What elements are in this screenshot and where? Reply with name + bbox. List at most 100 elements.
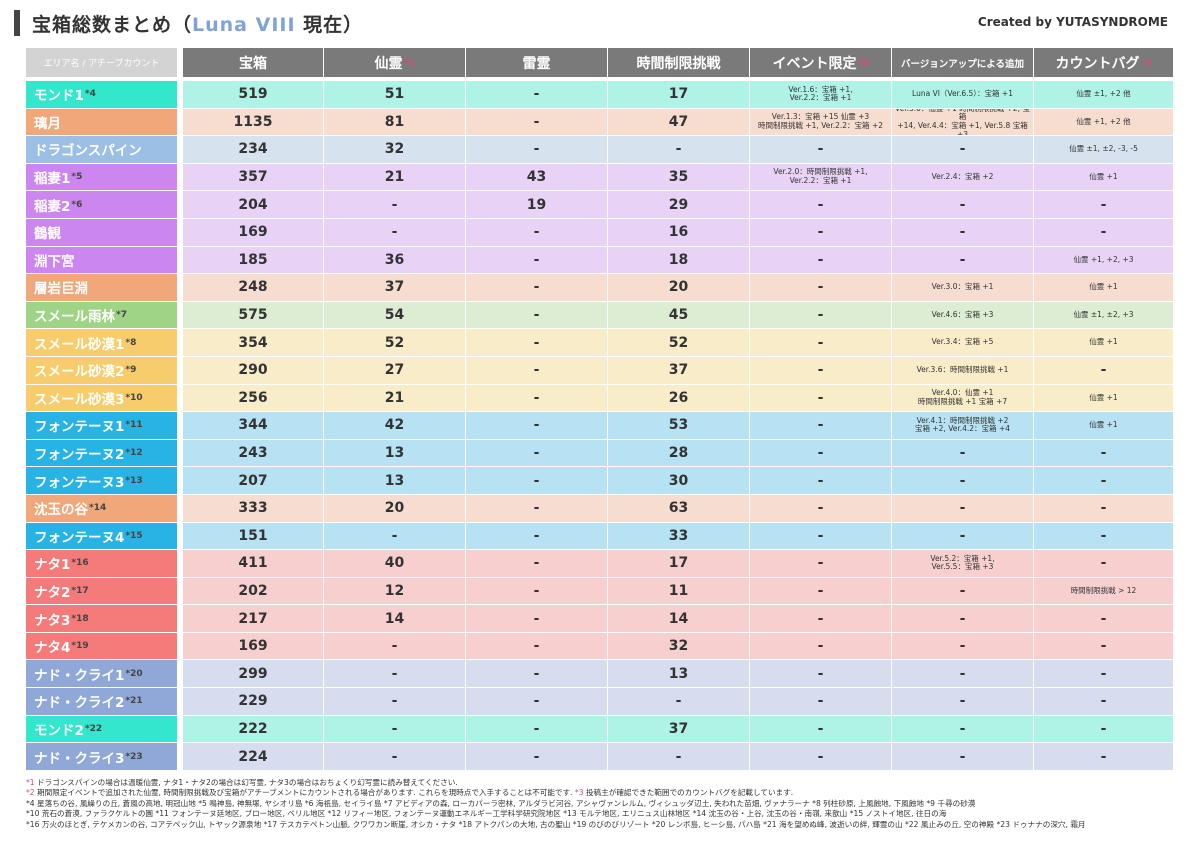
- cell-sen: -: [324, 715, 466, 744]
- area-name-cell: フォンテーヌ4 *15: [26, 522, 178, 551]
- cell-time: -: [608, 743, 750, 771]
- cell-rai: -: [466, 715, 608, 744]
- cell-value: -: [391, 196, 398, 213]
- cell-bug: 仙霊 +1, +2, +3: [1034, 246, 1174, 275]
- column-gap: [178, 715, 183, 744]
- cell-value: -: [533, 582, 540, 599]
- cell-value: Ver.4.6：宝箱 +3: [931, 309, 994, 319]
- cell-value: 63: [668, 500, 689, 517]
- cell-time: 13: [608, 660, 750, 689]
- cell-value: 344: [238, 417, 268, 434]
- cell-value: -: [533, 555, 540, 572]
- area-name-cell: スメール雨林 *7: [26, 301, 178, 330]
- cell-bug: -: [1034, 356, 1174, 385]
- header-footnote-mark: *3: [1140, 57, 1152, 68]
- area-name: ナタ1: [34, 557, 71, 574]
- cell-value: 仙霊 ±1, ±2, +3: [1073, 309, 1134, 319]
- cell-value: 18: [668, 251, 689, 268]
- cell-value: -: [391, 720, 398, 737]
- cell-bug: 仙霊 ±1, ±2, +3: [1034, 301, 1174, 330]
- title-bar: 宝箱総数まとめ（Luna VIII 現在）: [14, 10, 363, 36]
- cell-value: -: [1100, 196, 1107, 213]
- header-ver: バージョンアップによる追加: [892, 48, 1034, 78]
- cell-time: 32: [608, 632, 750, 661]
- table-header-row: エリア名 / アチーブカウント 宝箱 仙霊 *1 雷霊 時間制限挑戦 イベント限定 *2 バージ…: [26, 48, 1174, 78]
- page-title: 宝箱総数まとめ（Luna VIII 現在）: [32, 13, 364, 36]
- cell-value: -: [1100, 527, 1107, 544]
- cell-chest: 299: [183, 660, 324, 689]
- cell-rai: -: [466, 136, 608, 164]
- area-name-cell: 層岩巨淵: [26, 274, 178, 302]
- column-gap: [178, 246, 183, 275]
- cell-ev: -: [750, 301, 892, 330]
- header-label: 時間制限挑戦: [636, 55, 721, 72]
- cell-value: -: [391, 527, 398, 544]
- cell-value: 時間制限挑戦 > 12: [1070, 585, 1137, 595]
- cell-value: -: [533, 638, 540, 655]
- cell-sen: 13: [324, 439, 466, 468]
- area-name: モンド2: [34, 722, 84, 739]
- cell-value: 14: [384, 610, 405, 627]
- header-area: エリア名 / アチーブカウント: [26, 48, 178, 78]
- footnote-line: *2 期間限定イベントで追加された仙霊, 時間制限挑戦及び宝箱がアチーブメントに…: [26, 788, 1186, 798]
- cell-bug: 時間制限挑戦 > 12: [1034, 577, 1174, 606]
- cell-value: -: [817, 665, 824, 682]
- cell-value: Ver.2.0：時間制限挑戦 +1, Ver.2.2：宝箱 +1: [773, 167, 868, 186]
- cell-value: -: [959, 748, 966, 765]
- cell-rai: -: [466, 439, 608, 468]
- area-name: ナド・クライ1: [34, 667, 125, 684]
- cell-value: -: [391, 638, 398, 655]
- cell-value: 185: [238, 251, 268, 268]
- column-gap: [178, 522, 183, 551]
- cell-time: 63: [608, 494, 750, 523]
- cell-time: 30: [608, 467, 750, 495]
- header-footnote-mark: *1: [403, 57, 415, 68]
- cell-value: Ver.1.3：宝箱 +15 仙霊 +3 時間制限挑戦 +1, Ver.2.2：宝…: [757, 112, 884, 130]
- cell-ver: -: [892, 136, 1034, 164]
- cell-ver: Ver.4.6：宝箱 +3: [892, 301, 1034, 330]
- column-gap: [178, 191, 183, 219]
- title-accent-bar: [14, 10, 20, 36]
- cell-value: Ver.4.0：仙霊 +1 時間制限挑戦 +1 宝箱 +7: [917, 388, 1008, 406]
- area-name: 沈玉の谷: [34, 502, 88, 519]
- cell-bug: -: [1034, 439, 1174, 468]
- cell-value: -: [1100, 555, 1107, 572]
- cell-value: Ver.3.0：仙霊 +1 時間制限挑戦 +2, 宝箱+14, Ver.4.4：…: [895, 109, 1030, 137]
- cell-ev: -: [750, 688, 892, 716]
- cell-chest: 333: [183, 494, 324, 523]
- cell-ev: -: [750, 356, 892, 385]
- cell-value: 20: [384, 500, 405, 517]
- cell-chest: 575: [183, 301, 324, 330]
- cell-time: 29: [608, 191, 750, 219]
- cell-value: -: [1100, 665, 1107, 682]
- cell-bug: -: [1034, 550, 1174, 578]
- cell-chest: 185: [183, 246, 324, 275]
- cell-value: 169: [238, 638, 268, 655]
- cell-value: 21: [384, 169, 405, 186]
- area-footnote-mark: *7: [116, 310, 127, 321]
- cell-value: -: [817, 307, 824, 324]
- header-chest: 宝箱: [183, 48, 324, 78]
- cell-value: -: [533, 445, 540, 462]
- area-name: 淵下宮: [34, 253, 75, 270]
- area-name: 鶴観: [34, 226, 61, 243]
- cell-ver: -: [892, 494, 1034, 523]
- cell-value: 13: [384, 472, 405, 489]
- cell-sen: 51: [324, 81, 466, 109]
- cell-time: 17: [608, 81, 750, 109]
- cell-value: 13: [668, 665, 689, 682]
- cell-value: -: [959, 527, 966, 544]
- cell-value: -: [675, 141, 682, 158]
- table-row: ナタ4 *19 169 - - 32 - - -: [26, 632, 1174, 661]
- cell-time: 28: [608, 439, 750, 468]
- area-name: ナタ4: [34, 640, 71, 657]
- cell-chest: 234: [183, 136, 324, 164]
- cell-ev: -: [750, 522, 892, 551]
- area-footnote-mark: *22: [84, 723, 103, 734]
- area-name-cell: モンド2 *22: [26, 715, 178, 744]
- footnote-mark: *1: [26, 778, 35, 787]
- cell-value: -: [1100, 610, 1107, 627]
- column-gap: [178, 356, 183, 385]
- cell-value: 仙霊 +1: [1089, 392, 1118, 402]
- cell-value: -: [817, 389, 824, 406]
